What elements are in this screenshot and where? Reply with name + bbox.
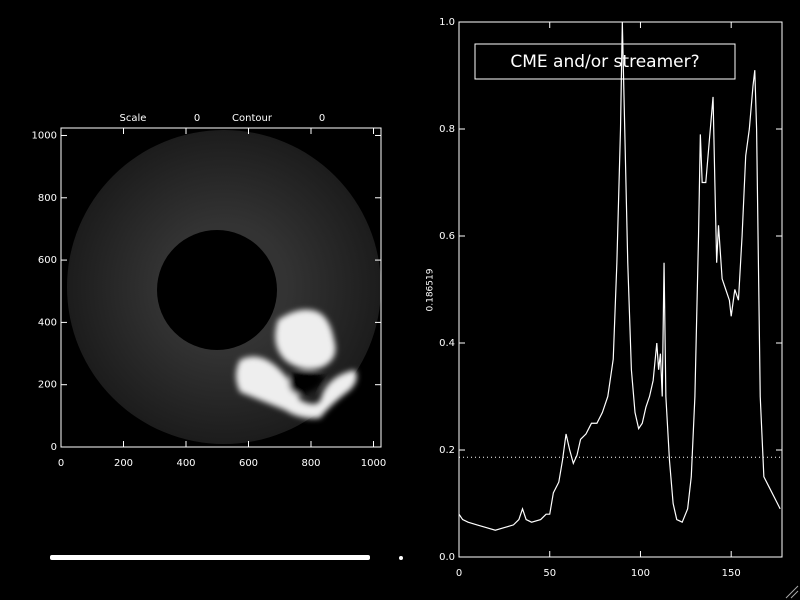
y-tick-label: 0 bbox=[51, 442, 57, 453]
x-tick-label: 1000 bbox=[361, 458, 386, 469]
progress-bar bbox=[50, 555, 370, 560]
coronagraph-image bbox=[67, 130, 381, 444]
y-tick-label: 0.6 bbox=[439, 231, 455, 242]
y-tick-label: 0.0 bbox=[439, 552, 455, 563]
x-tick-label: 150 bbox=[722, 568, 741, 579]
y-tick-label: 1000 bbox=[32, 130, 57, 141]
plot-frame bbox=[458, 21, 783, 558]
x-tick-label: 0 bbox=[456, 568, 462, 579]
image-frame bbox=[60, 127, 382, 448]
x-tick-label: 800 bbox=[301, 458, 320, 469]
resize-grip bbox=[785, 585, 799, 599]
bright-blobs bbox=[236, 309, 357, 419]
annotation: CME and/or streamer? bbox=[510, 52, 699, 72]
x-tick-label: 600 bbox=[239, 458, 258, 469]
x-tick-label: 100 bbox=[631, 568, 650, 579]
y-tick-label: 800 bbox=[38, 193, 57, 204]
y-tick-label: 400 bbox=[38, 317, 57, 328]
profile-line bbox=[458, 21, 781, 531]
scale-label: Scale bbox=[120, 113, 147, 124]
y-tick-label: 0.8 bbox=[439, 124, 455, 135]
y-tick-label: 1.0 bbox=[439, 17, 455, 28]
y-tick-label: 0.2 bbox=[439, 445, 455, 456]
y-axis-title: 0.186519 bbox=[426, 268, 436, 311]
progress-dot bbox=[399, 556, 403, 560]
x-tick-label: 400 bbox=[176, 458, 195, 469]
x-tick-label: 200 bbox=[114, 458, 133, 469]
y-tick-label: 0.4 bbox=[439, 338, 455, 349]
y-tick-label: 200 bbox=[38, 380, 57, 391]
annotation-box bbox=[474, 43, 736, 80]
occulter bbox=[157, 230, 277, 350]
x-tick-label: 50 bbox=[543, 568, 556, 579]
y-tick-label: 600 bbox=[38, 255, 57, 266]
contour-value: 0 bbox=[319, 113, 325, 124]
scale-value: 0 bbox=[194, 113, 200, 124]
x-tick-label: 0 bbox=[58, 458, 64, 469]
contour-label: Contour bbox=[232, 113, 273, 124]
